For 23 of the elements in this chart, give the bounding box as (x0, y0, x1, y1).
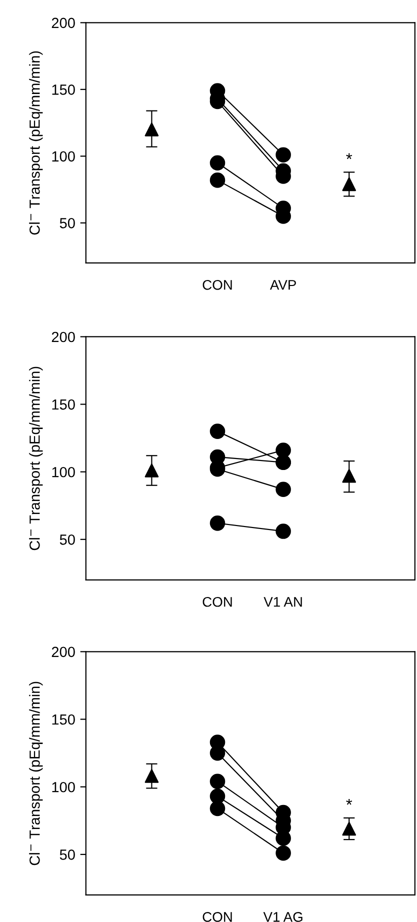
y-tick-label: 50 (60, 218, 75, 228)
y-tick-label: 100 (52, 151, 75, 162)
y-tick-label: 100 (52, 782, 75, 792)
x-tick-label: V1 AN (264, 597, 302, 607)
y-axis-title: Cl$^{−}$ Transport (pEq/mm/min) (29, 682, 43, 866)
x-tick-label: CON (202, 912, 232, 922)
y-tick-label: 50 (60, 850, 75, 860)
x-tick-label: AVP (270, 280, 296, 290)
y-axis-title: Cl$^{−}$ Transport (pEq/mm/min) (29, 51, 43, 235)
y-tick-label: 200 (52, 332, 75, 342)
annotation: * (346, 798, 352, 805)
x-tick-label: V1 AG (263, 912, 302, 922)
y-tick-label: 200 (52, 646, 75, 658)
y-tick-label: 150 (52, 399, 75, 410)
x-tick-label: CON (202, 280, 232, 290)
annotation: * (346, 153, 352, 160)
y-tick-label: 100 (52, 466, 75, 478)
x-tick-label: CON (202, 596, 232, 607)
y-tick-label: 50 (60, 534, 75, 545)
y-tick-label: 150 (52, 84, 75, 95)
y-axis-title: Cl$^{−}$ Transport (pEq/mm/min) (29, 366, 43, 550)
y-tick-label: 200 (52, 18, 75, 28)
y-tick-label: 150 (52, 714, 75, 725)
